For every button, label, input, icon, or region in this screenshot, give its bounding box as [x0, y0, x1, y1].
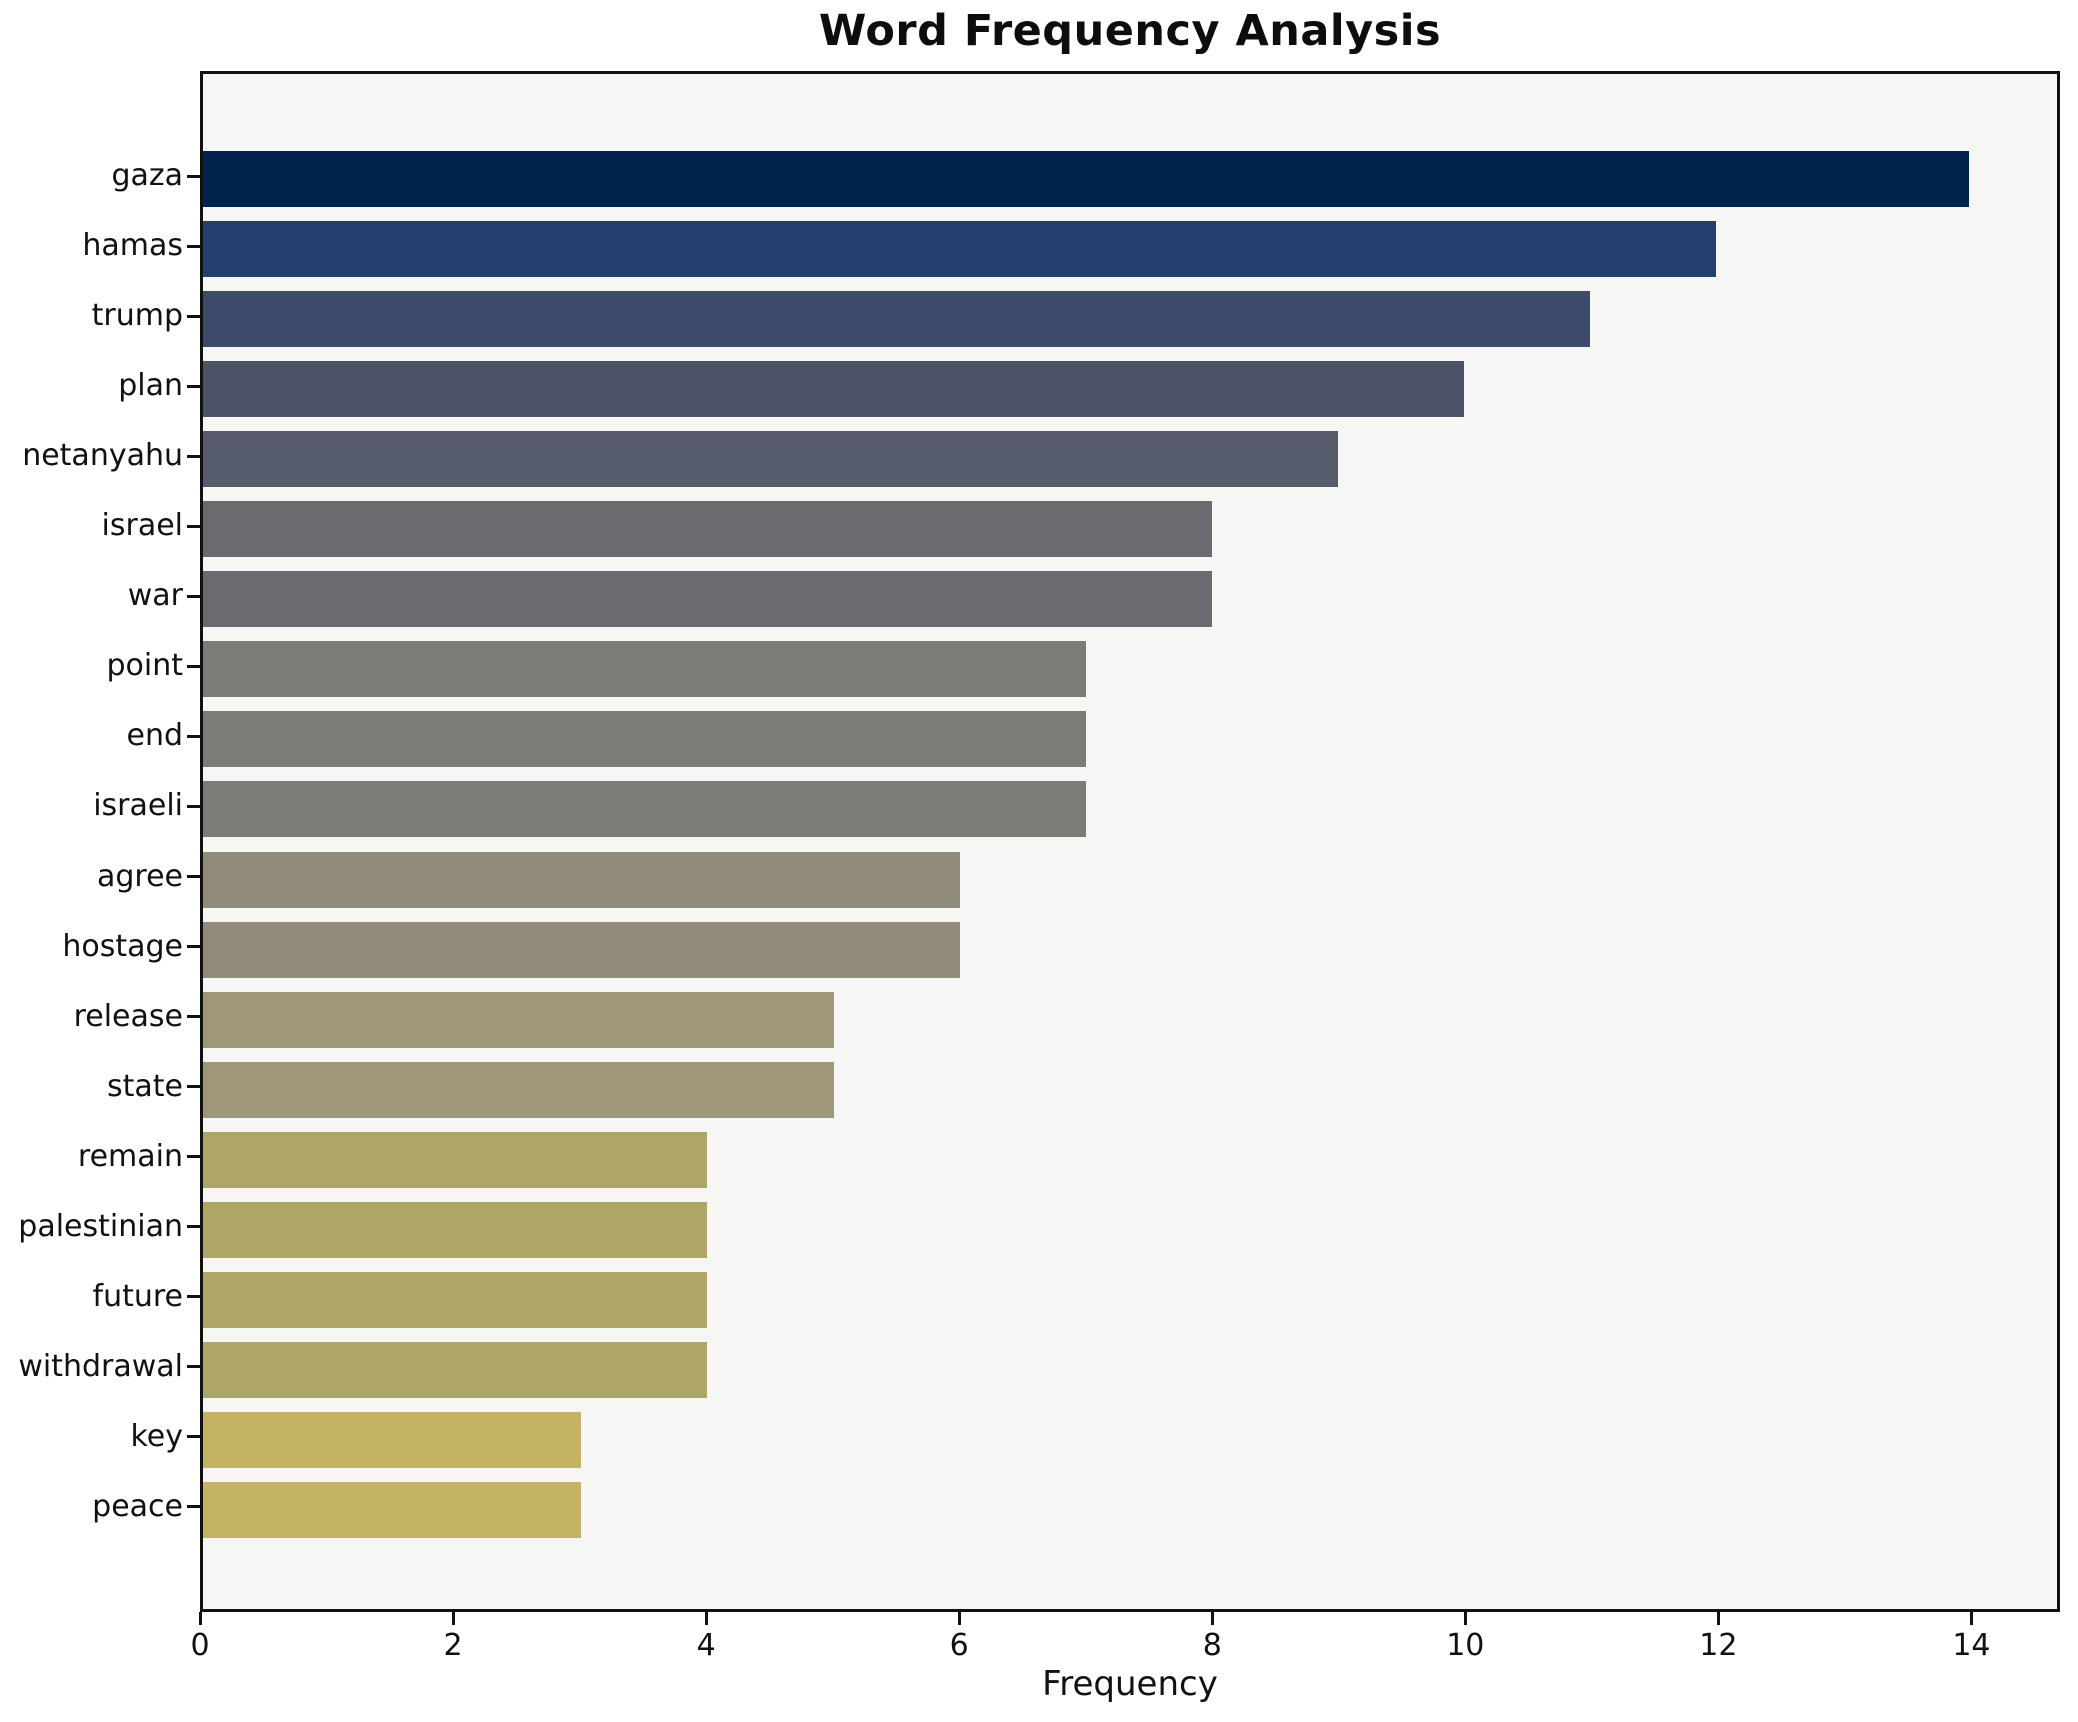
bar-future — [203, 1271, 708, 1328]
y-tick-label-hamas: hamas — [82, 228, 183, 264]
x-tick-label-14: 14 — [1952, 1628, 1991, 1663]
y-tick-mark — [187, 1225, 200, 1229]
y-tick-label-israeli: israeli — [93, 788, 183, 824]
y-tick-mark — [187, 1505, 200, 1509]
y-tick-label-israel: israel — [101, 508, 183, 544]
x-tick-mark — [1463, 1612, 1467, 1625]
x-tick-label-2: 2 — [443, 1628, 463, 1663]
y-tick-mark — [187, 1365, 200, 1369]
bar-netanyahu — [203, 431, 1339, 488]
y-tick-mark — [187, 804, 200, 808]
y-tick-label-plan: plan — [118, 368, 183, 404]
y-tick-mark — [187, 384, 200, 388]
x-tick-mark — [1716, 1612, 1720, 1625]
y-tick-mark — [187, 1155, 200, 1159]
y-tick-label-hostage: hostage — [62, 928, 183, 964]
y-tick-label-remain: remain — [77, 1138, 183, 1174]
bar-israeli — [203, 781, 1086, 838]
y-tick-label-key: key — [130, 1418, 183, 1454]
x-tick-mark — [198, 1612, 202, 1625]
bar-palestinian — [203, 1201, 708, 1258]
y-tick-mark — [187, 594, 200, 598]
bar-state — [203, 1061, 834, 1118]
bar-hamas — [203, 221, 1717, 278]
bar-peace — [203, 1481, 582, 1538]
x-tick-mark — [451, 1612, 455, 1625]
y-tick-mark — [187, 174, 200, 178]
y-tick-label-trump: trump — [91, 298, 183, 334]
y-tick-label-gaza: gaza — [111, 158, 183, 194]
bar-release — [203, 991, 834, 1048]
y-tick-mark — [187, 875, 200, 879]
bar-end — [203, 711, 1086, 768]
y-tick-label-war: war — [127, 578, 183, 614]
y-axis-labels: gaza hamas trump plan netanyahu israel war poin… — [0, 71, 183, 1612]
chart-title: Word Frequency Analysis — [818, 6, 1442, 56]
y-tick-mark — [187, 945, 200, 949]
bar-remain — [203, 1131, 708, 1188]
x-tick-label-10: 10 — [1446, 1628, 1485, 1663]
x-tick-label-0: 0 — [190, 1628, 210, 1663]
bar-war — [203, 571, 1212, 628]
bar-point — [203, 641, 1086, 698]
y-tick-mark — [187, 454, 200, 458]
x-tick-mark — [957, 1612, 961, 1625]
x-tick-label-6: 6 — [949, 1628, 969, 1663]
y-tick-mark — [187, 524, 200, 528]
y-tick-label-end: end — [126, 718, 183, 754]
y-tick-mark — [187, 1435, 200, 1439]
y-tick-label-agree: agree — [96, 858, 183, 894]
y-tick-label-release: release — [73, 998, 183, 1034]
bar-gaza — [203, 151, 1969, 208]
bar-trump — [203, 291, 1591, 348]
y-tick-mark — [187, 1015, 200, 1019]
plot-area — [200, 71, 2060, 1612]
bar-key — [203, 1411, 582, 1468]
x-tick-mark — [1210, 1612, 1214, 1625]
bar-hostage — [203, 921, 960, 978]
bar-withdrawal — [203, 1341, 708, 1398]
y-tick-mark — [187, 244, 200, 248]
x-tick-mark — [704, 1612, 708, 1625]
x-tick-mark — [1969, 1612, 1973, 1625]
y-tick-label-future: future — [92, 1278, 183, 1314]
y-tick-label-palestinian: palestinian — [18, 1208, 183, 1244]
bar-israel — [203, 501, 1212, 558]
y-tick-label-state: state — [107, 1068, 183, 1104]
x-tick-label-12: 12 — [1699, 1628, 1738, 1663]
y-tick-label-withdrawal: withdrawal — [18, 1348, 183, 1384]
y-tick-mark — [187, 1085, 200, 1089]
y-tick-mark — [187, 664, 200, 668]
y-tick-label-netanyahu: netanyahu — [22, 438, 183, 474]
bar-plan — [203, 361, 1465, 418]
y-tick-mark — [187, 1295, 200, 1299]
x-tick-label-4: 4 — [696, 1628, 716, 1663]
x-axis-title: Frequency — [1042, 1664, 1218, 1704]
x-tick-label-8: 8 — [1202, 1628, 1222, 1663]
y-tick-mark — [187, 314, 200, 318]
y-tick-label-peace: peace — [92, 1488, 183, 1524]
y-tick-label-point: point — [106, 648, 183, 684]
bar-agree — [203, 851, 960, 908]
y-tick-mark — [187, 734, 200, 738]
